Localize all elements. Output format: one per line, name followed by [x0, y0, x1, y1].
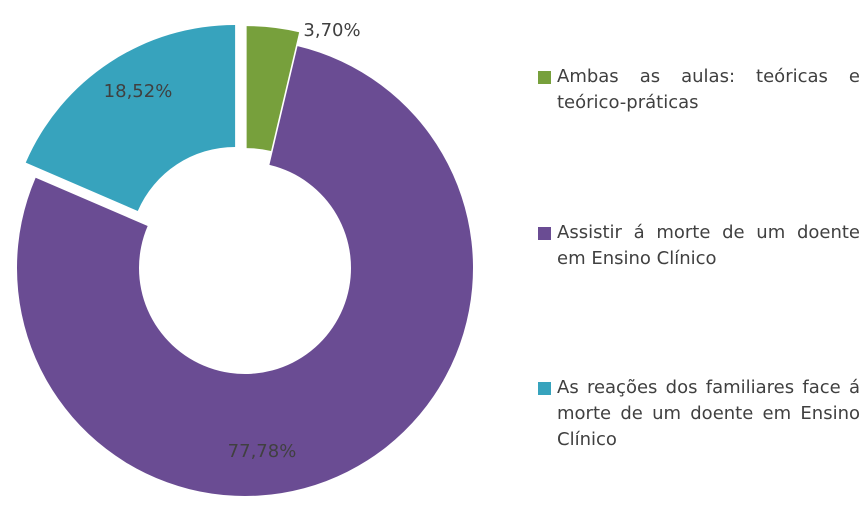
legend-entry: As reações dos familiares face á morte d…	[538, 375, 860, 453]
legend-label: As reações dos familiares face á morte d…	[557, 377, 860, 450]
data-label: 18,52%	[104, 81, 173, 102]
chart: 3,70% 77,78% 18,52%	[16, 20, 474, 496]
legend-entry: Assistir á morte de um doente em Ensino …	[538, 220, 860, 272]
donut-slice	[16, 46, 474, 496]
legend-swatch	[538, 227, 551, 240]
legend-label: Ambas as aulas: teóricas e teórico-práti…	[557, 66, 860, 113]
data-label: 3,70%	[303, 20, 360, 41]
donut-slice	[25, 24, 236, 211]
legend-entry: Ambas as aulas: teóricas e teórico-práti…	[538, 64, 860, 116]
legend-swatch	[538, 382, 551, 395]
legend-label: Assistir á morte de um doente em Ensino …	[557, 222, 860, 269]
donut-slice	[246, 26, 300, 151]
legend-swatch	[538, 71, 551, 84]
data-label: 77,78%	[228, 441, 297, 462]
